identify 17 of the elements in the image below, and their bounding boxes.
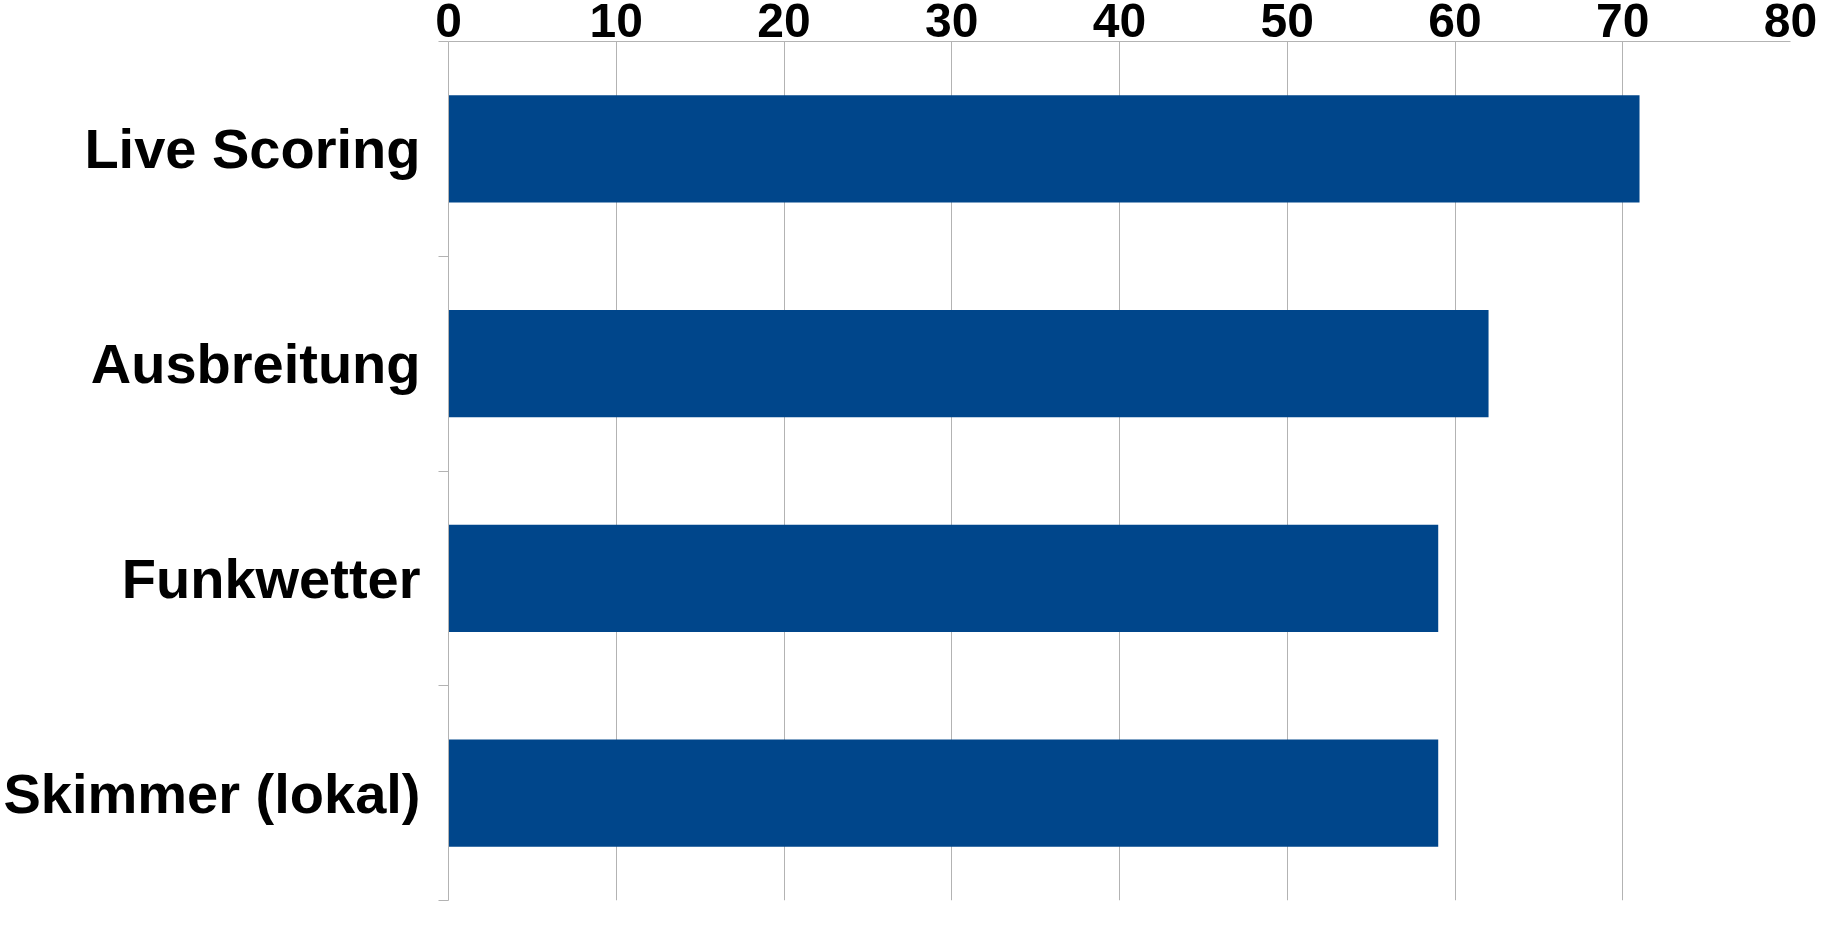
y-tick-label: Live Scoring xyxy=(84,117,421,181)
x-tick-label: 30 xyxy=(925,0,979,47)
y-tick-label: Ausbreitung xyxy=(90,332,421,396)
x-tick-label: 50 xyxy=(1260,0,1314,47)
bar xyxy=(448,309,1489,418)
bar xyxy=(448,95,1640,203)
x-tick-label: 20 xyxy=(757,0,811,47)
x-tick-label: 70 xyxy=(1596,0,1650,47)
y-tick-label: Funkwetter xyxy=(121,546,421,610)
x-tick-label: 10 xyxy=(589,0,643,47)
y-tick-label: Skimmer (lokal) xyxy=(3,761,421,825)
x-tick-label: 80 xyxy=(1763,0,1818,47)
x-tick-label: 40 xyxy=(1092,0,1147,47)
bar xyxy=(448,739,1439,847)
bar xyxy=(448,524,1439,633)
x-tick-label: 0 xyxy=(435,0,462,47)
x-tick-label: 60 xyxy=(1428,0,1482,47)
